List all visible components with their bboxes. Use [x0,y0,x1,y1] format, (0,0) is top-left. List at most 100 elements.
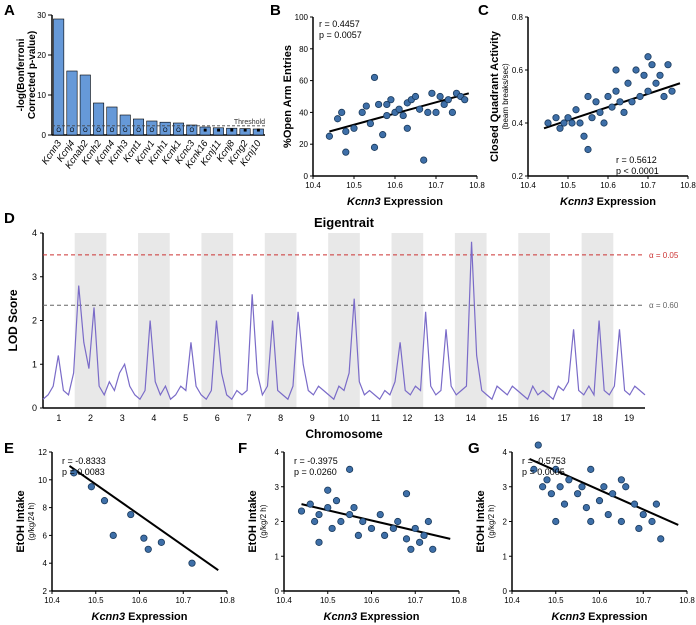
svg-text:10.4: 10.4 [276,596,292,605]
svg-text:(g/kg/2 h): (g/kg/2 h) [487,504,496,538]
svg-text:4: 4 [275,448,280,457]
svg-text:3: 3 [32,272,37,282]
svg-text:3: 3 [120,413,125,423]
scatter-chart-g: 0123410.410.510.610.710.8Kcnn3 Expressio… [470,440,695,625]
svg-text:r = 0.4457: r = 0.4457 [319,19,360,29]
svg-text:O: O [189,128,194,134]
svg-text:7: 7 [246,413,251,423]
svg-text:p = 0.0057: p = 0.0057 [319,30,362,40]
svg-text:O: O [123,128,128,134]
svg-text:1: 1 [275,552,280,561]
svg-text:2: 2 [275,518,280,527]
svg-text:4: 4 [43,559,48,568]
svg-text:(g/kg/24 h): (g/kg/24 h) [27,502,36,541]
svg-text:10.4: 10.4 [520,181,536,190]
svg-text:15: 15 [497,413,507,423]
svg-text:10: 10 [339,413,349,423]
svg-text:10.4: 10.4 [504,596,520,605]
svg-text:0: 0 [42,131,47,140]
svg-text:11: 11 [371,413,380,423]
svg-text:(g/kg/2 h): (g/kg/2 h) [259,504,268,538]
svg-text:EtOH Intake: EtOH Intake [475,490,487,552]
svg-text:10.6: 10.6 [387,181,403,190]
scatter-chart-f: 0123410.410.510.610.710.8Kcnn3 Expressio… [242,440,467,625]
svg-text:10: 10 [38,476,47,485]
svg-text:r = 0.5612: r = 0.5612 [616,155,657,165]
svg-text:20: 20 [299,140,308,149]
svg-text:Kcnn3 Expression: Kcnn3 Expression [552,611,648,623]
svg-text:EtOH Intake: EtOH Intake [247,490,259,552]
svg-text:12: 12 [38,448,47,457]
svg-text:12: 12 [402,413,412,423]
svg-text:Kcnn3 Expression: Kcnn3 Expression [92,611,188,623]
svg-text:r = -0.8333: r = -0.8333 [62,456,106,466]
svg-text:Eigentrait: Eigentrait [314,215,375,230]
svg-text:10.5: 10.5 [346,181,362,190]
svg-text:10.8: 10.8 [679,596,695,605]
svg-text:10.5: 10.5 [560,181,576,190]
svg-text:0.4: 0.4 [512,119,524,128]
svg-text:8: 8 [43,504,48,513]
svg-text:2: 2 [503,518,508,527]
svg-text:O: O [136,128,141,134]
svg-text:O: O [83,128,88,134]
svg-text:Kcnn3 Expression: Kcnn3 Expression [347,196,443,208]
svg-text:10.8: 10.8 [469,181,485,190]
svg-text:■: ■ [217,128,221,134]
svg-text:9: 9 [310,413,315,423]
svg-text:■: ■ [257,128,261,134]
svg-text:r = -0.5753: r = -0.5753 [522,456,566,466]
svg-text:10.7: 10.7 [428,181,444,190]
svg-text:%Open Arm Entries: %Open Arm Entries [282,45,294,148]
svg-text:0: 0 [32,403,37,413]
svg-text:10.7: 10.7 [640,181,656,190]
svg-text:30: 30 [37,11,46,20]
svg-text:6: 6 [215,413,220,423]
svg-text:1: 1 [503,552,508,561]
svg-text:6: 6 [43,531,48,540]
scatter-chart-b: 02040608010010.410.510.610.710.8Kcnn3 Ex… [275,5,485,210]
svg-text:O: O [70,128,75,134]
svg-text:2: 2 [88,413,93,423]
svg-text:0.2: 0.2 [512,172,524,181]
svg-text:10.5: 10.5 [320,596,336,605]
svg-text:10.5: 10.5 [88,596,104,605]
svg-text:Kcnn3 Expression: Kcnn3 Expression [560,196,656,208]
svg-text:O: O [176,128,181,134]
svg-text:Corrected p-value): Corrected p-value) [27,31,38,119]
svg-text:1: 1 [56,413,61,423]
svg-text:16: 16 [529,413,539,423]
svg-text:80: 80 [299,45,308,54]
svg-text:0.6: 0.6 [512,66,524,75]
svg-text:Closed Quadrant Activity: Closed Quadrant Activity [489,30,501,162]
svg-text:10.6: 10.6 [132,596,148,605]
svg-text:4: 4 [151,413,156,423]
svg-text:40: 40 [299,108,308,117]
svg-text:10: 10 [37,91,46,100]
bar-chart-a: 0102030-log(BonferroniCorrected p-value)… [10,5,270,210]
svg-text:1: 1 [32,359,37,369]
svg-text:2: 2 [32,316,37,326]
svg-text:p < 0.0001: p < 0.0001 [616,166,659,176]
lod-chart-d: 1234567891011121314151617181901234α = 0.… [3,215,693,440]
svg-text:10.5: 10.5 [548,596,564,605]
scatter-chart-e: 2468101210.410.510.610.710.8Kcnn3 Expres… [10,440,235,625]
svg-text:17: 17 [561,413,571,423]
svg-text:4: 4 [503,448,508,457]
svg-text:p = 0.0260: p = 0.0260 [294,467,337,477]
svg-text:α = 0.60: α = 0.60 [649,301,679,310]
svg-text:r = -0.3975: r = -0.3975 [294,456,338,466]
scatter-chart-c: 0.20.40.60.810.410.510.610.710.8Kcnn3 Ex… [484,5,696,210]
svg-text:10.7: 10.7 [407,596,423,605]
svg-text:10.8: 10.8 [219,596,235,605]
svg-text:10.6: 10.6 [364,596,380,605]
svg-text:2: 2 [43,587,48,596]
svg-text:0: 0 [304,172,309,181]
svg-text:8: 8 [278,413,283,423]
svg-text:13: 13 [434,413,444,423]
svg-text:(beam breaks/sec): (beam breaks/sec) [501,63,510,130]
svg-text:O: O [110,128,115,134]
svg-text:-log(Bonferroni: -log(Bonferroni [16,38,27,111]
svg-text:10.8: 10.8 [680,181,696,190]
svg-text:O: O [150,128,155,134]
